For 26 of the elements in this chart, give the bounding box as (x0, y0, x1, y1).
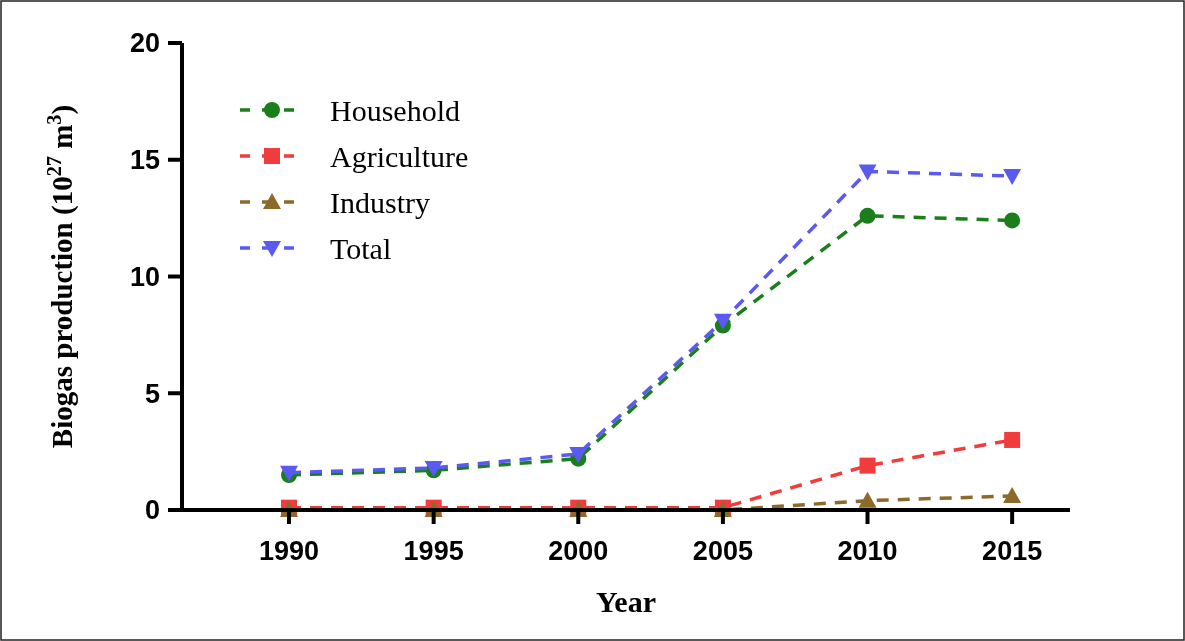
x-tick-label: 2005 (692, 536, 753, 566)
x-tick-label: 1995 (403, 536, 464, 566)
point (1003, 486, 1022, 503)
y-tick-label: 5 (144, 378, 160, 409)
legend-label: Total (330, 231, 392, 265)
point (1004, 431, 1021, 448)
x-axis-title: Year (596, 585, 656, 618)
point (713, 313, 732, 330)
x-tick-label: 2015 (982, 536, 1043, 566)
legend-label: Industry (330, 185, 430, 219)
point (859, 457, 876, 474)
point (1003, 169, 1022, 186)
y-tick-label: 20 (129, 28, 160, 59)
point (859, 207, 876, 224)
y-tick-label: 10 (129, 261, 160, 292)
x-tick-label: 2000 (548, 536, 609, 566)
x-tick-label: 1990 (258, 536, 320, 566)
point (1004, 212, 1021, 229)
point (569, 446, 588, 463)
legend-label: Household (330, 93, 460, 127)
point (858, 164, 877, 181)
point (858, 491, 877, 508)
y-tick-label: 15 (129, 145, 160, 176)
x-tick-label: 2010 (837, 536, 898, 566)
y-tick-label: 0 (144, 495, 160, 526)
legend-label: Agriculture (330, 139, 469, 173)
